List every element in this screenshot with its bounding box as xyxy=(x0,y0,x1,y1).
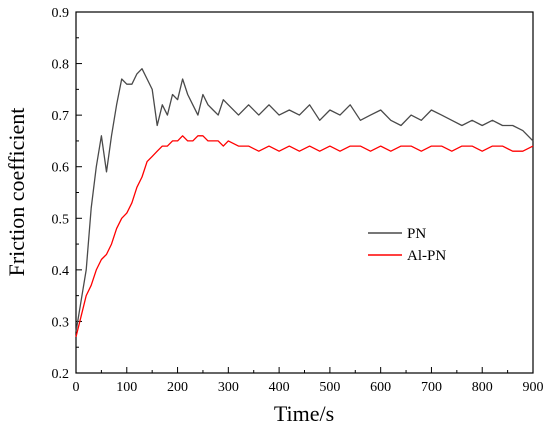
x-tick-label: 900 xyxy=(523,380,544,395)
x-axis-title: Time/s xyxy=(274,401,334,426)
y-tick-label: 0.9 xyxy=(52,6,70,21)
series-line-pn xyxy=(75,68,534,332)
y-tick-label: 0.6 xyxy=(52,161,70,176)
x-tick-label: 500 xyxy=(319,380,340,395)
y-tick-label: 0.3 xyxy=(52,315,70,330)
y-tick-label: 0.2 xyxy=(52,367,70,382)
legend-label-al-pn: Al-PN xyxy=(407,248,446,264)
series-layer xyxy=(75,68,534,338)
y-axis-ticks: 0.2 0.3 0.4 0.5 0.6 0.7 0.8 0.9 xyxy=(52,6,82,382)
y-tick-label: 0.8 xyxy=(52,58,70,73)
x-axis-ticks: 0 100 200 300 400 500 600 700 800 900 xyxy=(73,367,544,395)
legend: PN Al-PN xyxy=(368,226,446,264)
legend-label-pn: PN xyxy=(407,226,426,242)
series-line-al-pn xyxy=(75,135,534,338)
y-axis-title: Friction coefficient xyxy=(4,108,29,277)
x-tick-label: 200 xyxy=(167,380,188,395)
y-tick-label: 0.5 xyxy=(52,212,70,227)
plot-area-frame xyxy=(75,11,534,374)
x-tick-label: 800 xyxy=(472,380,493,395)
x-tick-label: 400 xyxy=(269,380,290,395)
x-tick-label: 700 xyxy=(421,380,442,395)
x-tick-label: 100 xyxy=(116,380,137,395)
x-tick-label: 600 xyxy=(370,380,391,395)
x-tick-label: 300 xyxy=(218,380,239,395)
y-tick-label: 0.7 xyxy=(52,109,70,124)
y-tick-label: 0.4 xyxy=(52,264,70,279)
x-tick-label: 0 xyxy=(73,380,80,395)
